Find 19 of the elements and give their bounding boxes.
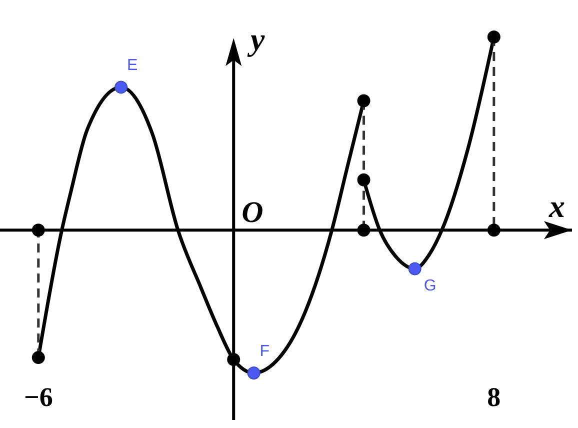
x-tick-label: 8 [487, 382, 501, 412]
x-axis-title: x [548, 188, 565, 224]
point [357, 94, 370, 108]
point [357, 224, 370, 237]
annotation: F [260, 343, 270, 360]
point [227, 352, 240, 366]
point [114, 80, 128, 94]
point [487, 224, 500, 237]
point [487, 30, 500, 44]
point [32, 351, 45, 364]
point [357, 173, 370, 186]
annotation: G [424, 278, 436, 295]
annotation: E [127, 57, 138, 74]
y-axis-title: y [246, 21, 266, 57]
point [247, 366, 260, 380]
point [32, 224, 45, 237]
annotation: O [242, 196, 264, 230]
point [408, 262, 422, 276]
x-tick-label: −6 [24, 382, 53, 412]
